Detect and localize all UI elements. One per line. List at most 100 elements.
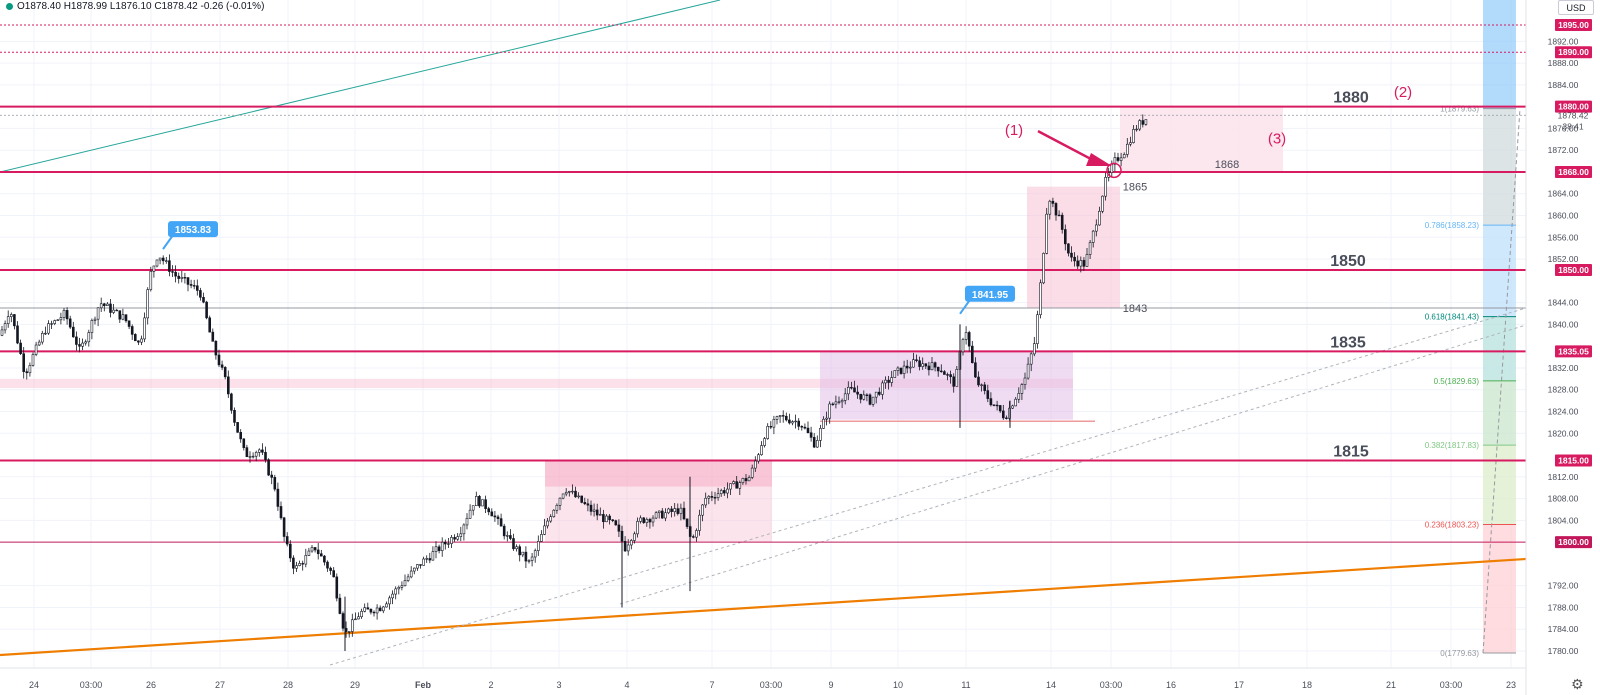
- trend-lines[interactable]: [0, 0, 1527, 666]
- candle-body: [853, 387, 856, 393]
- candle-body: [580, 495, 584, 503]
- time-axis[interactable]: 24 03:00 26 27 28 29 Feb 2 3 4 7 03:00 9 10 11 14 03:00 1…: [0, 667, 1526, 690]
- candle-body: [28, 365, 32, 374]
- candle-body: [657, 510, 661, 514]
- candle-body: [571, 490, 574, 493]
- candle-body: [809, 432, 813, 438]
- candle-body: [763, 438, 766, 446]
- level-text-label: 1880: [1333, 90, 1369, 107]
- candle-body: [106, 303, 109, 306]
- candle-body: [112, 309, 115, 313]
- fib-band-extension: [1483, 0, 1516, 109]
- candle-body: [633, 533, 636, 541]
- level-price-tag[interactable]: [1555, 19, 1592, 31]
- time-tick-label: 03:00: [80, 680, 103, 690]
- level-price-tag[interactable]: [1555, 100, 1592, 113]
- candle-body: [549, 516, 553, 522]
- settings-gear-icon[interactable]: ⚙: [1571, 676, 1584, 692]
- candle-body: [515, 546, 518, 550]
- candle-body: [815, 440, 819, 448]
- level-text-label: 1835: [1330, 334, 1366, 351]
- candle-body: [93, 318, 97, 321]
- candle-body: [846, 387, 850, 395]
- candle-body: [1011, 405, 1014, 409]
- candle-body: [1144, 119, 1148, 125]
- candle-body: [927, 365, 931, 371]
- candle-body: [617, 524, 621, 532]
- level-price-tag[interactable]: [1555, 454, 1592, 467]
- level-price-tag[interactable]: [1555, 345, 1592, 358]
- candle-body: [1113, 157, 1117, 165]
- candle-body: [691, 536, 695, 538]
- candle-body: [437, 546, 441, 551]
- level-price-tag[interactable]: [1555, 536, 1592, 549]
- candle-body: [552, 509, 556, 518]
- level-price-tag-text: 1880.00: [1558, 102, 1589, 112]
- price-tick-label: 1792.00: [1548, 581, 1579, 591]
- candle-body: [812, 437, 816, 448]
- price-tick-label: 1852.00: [1548, 254, 1579, 264]
- breakout-circle: [1106, 162, 1122, 179]
- time-tick-label: 27: [215, 680, 225, 690]
- candle-body: [1057, 214, 1061, 217]
- time-tick-label: 24: [29, 680, 39, 690]
- candle-body: [450, 537, 453, 544]
- price-note: 1865: [1123, 182, 1147, 194]
- price-tick-label: 1824.00: [1548, 406, 1579, 416]
- candle-body: [34, 344, 38, 355]
- candle-body: [431, 551, 435, 561]
- candle-body: [1036, 314, 1039, 344]
- candle-body: [189, 284, 193, 286]
- candle-body: [952, 376, 956, 387]
- candle-body: [211, 331, 215, 342]
- price-note: 1843: [1123, 303, 1147, 315]
- level-price-tag-text: 1895.00: [1558, 20, 1589, 30]
- candle-body: [921, 363, 925, 367]
- candle-body: [1042, 253, 1045, 284]
- candle-body: [0, 329, 4, 336]
- candle-body: [6, 316, 10, 324]
- candle-body: [267, 459, 270, 476]
- time-tick-label: 26: [146, 680, 156, 690]
- currency-selector[interactable]: USD: [1558, 0, 1594, 15]
- fibonacci-retracement[interactable]: 1(1879.63) 0.786(1858.23) 0.618(1841.43) 0.…: [1425, 0, 1521, 658]
- price-tick-label: 1860.00: [1548, 211, 1579, 221]
- candle-body: [19, 342, 22, 354]
- candle-body: [949, 374, 952, 378]
- candle-body: [78, 344, 81, 347]
- candle-body: [319, 553, 323, 557]
- candle-body: [794, 420, 797, 423]
- candle-body: [490, 511, 494, 517]
- candle-body: [149, 271, 153, 290]
- fib-level-label: 0(1779.63): [1440, 649, 1479, 658]
- candle-body: [174, 271, 177, 277]
- candle-body: [961, 339, 965, 353]
- candle-body: [10, 314, 13, 317]
- candle-body: [719, 490, 723, 495]
- level-price-tag[interactable]: [1555, 263, 1592, 276]
- price-tick-label: 1784.00: [1548, 624, 1579, 634]
- candle-body: [1098, 210, 1101, 226]
- candle-body: [205, 301, 208, 319]
- level-price-tag[interactable]: [1555, 165, 1592, 178]
- candle-body: [208, 317, 211, 333]
- level-price-tag[interactable]: [1555, 46, 1592, 59]
- ohlc-legend: O1878.40 H1878.99 L1876.10 C1878.42 -0.2…: [6, 1, 264, 12]
- candle-body: [375, 607, 379, 614]
- candle-body: [40, 333, 44, 343]
- candle-body: [453, 537, 456, 540]
- candle-body: [908, 366, 912, 369]
- fib-level-label: 1(1879.63): [1440, 105, 1479, 114]
- candle-body: [1045, 213, 1048, 254]
- horizontal-levels[interactable]: [0, 24, 1526, 543]
- candle-body: [592, 509, 596, 512]
- candle-body: [605, 515, 608, 523]
- candle-body: [636, 521, 639, 535]
- candle-body: [874, 391, 878, 398]
- candle-body: [930, 362, 934, 371]
- candle-body: [443, 541, 447, 545]
- candle-body: [242, 438, 246, 448]
- price-tick-label: 1844.00: [1548, 298, 1579, 308]
